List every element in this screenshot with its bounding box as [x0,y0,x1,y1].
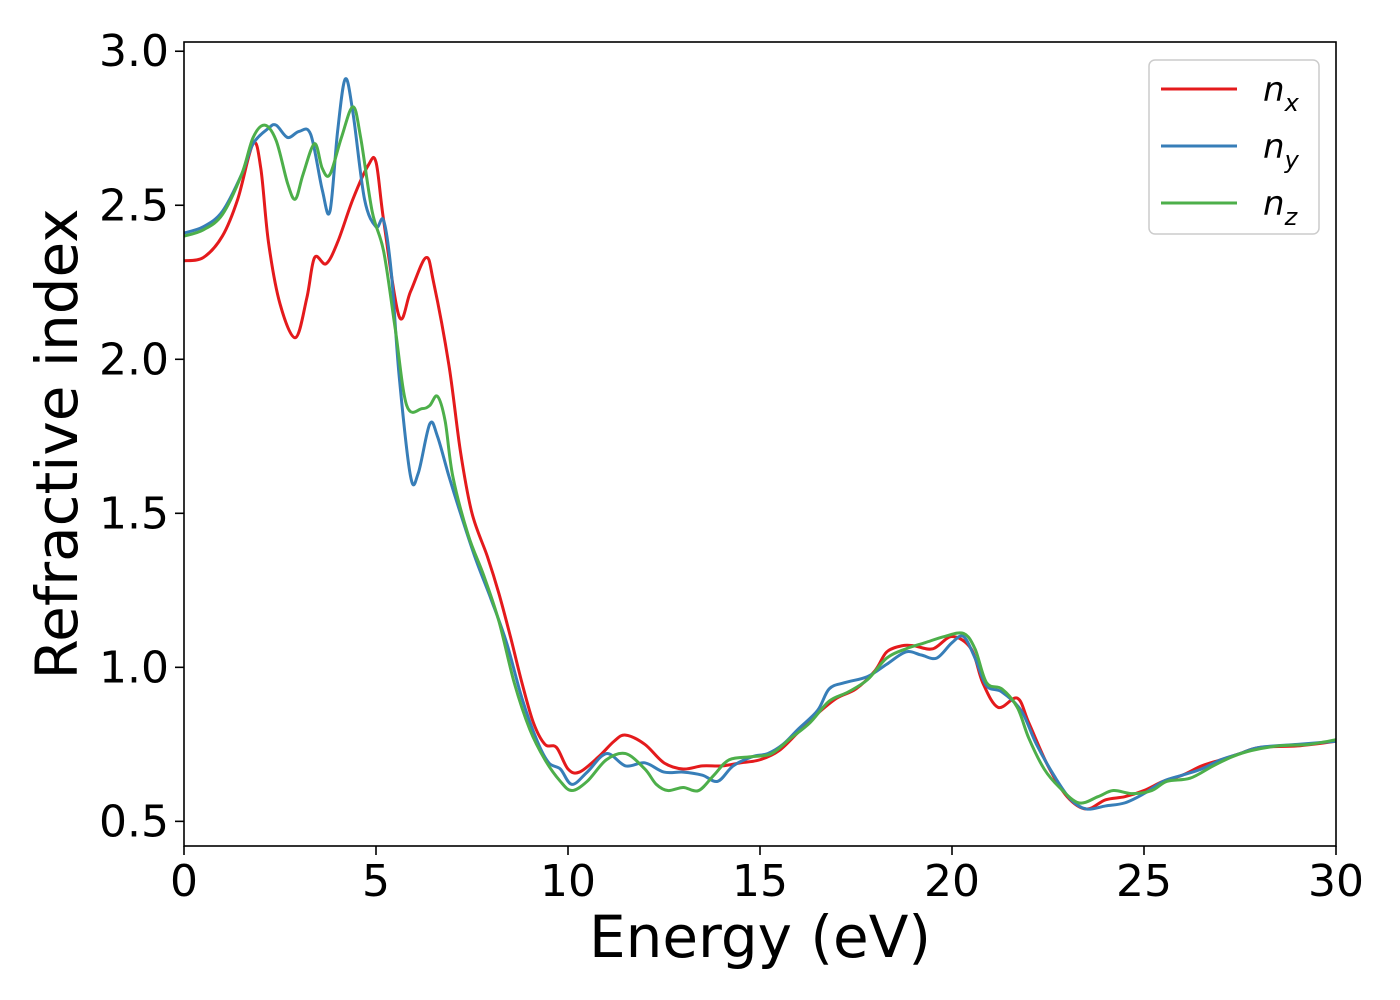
y-tick-label: 2.0 [99,334,169,385]
x-tick-label: 30 [1308,856,1364,907]
y-tick-label: 2.5 [99,180,169,231]
y-tick-label: 3.0 [99,26,169,77]
y-axis-label: Refractive index [23,208,91,679]
series-layer [183,77,1337,811]
x-tick-label: 10 [540,856,596,907]
x-axis-label: Energy (eV) [589,903,931,971]
y-axis-ticks: 0.5 1.0 1.5 2.0 2.5 3.0 [99,26,184,847]
x-tick-label: 20 [924,856,980,907]
y-tick-label: 0.5 [99,796,169,847]
x-tick-label: 5 [362,856,390,907]
x-tick-label: 15 [732,856,788,907]
x-axis-ticks: 0 5 10 15 20 25 30 [170,846,1364,907]
y-tick-label: 1.0 [99,642,169,693]
x-tick-label: 0 [170,856,198,907]
series-line-ny [183,77,1337,811]
series-line-nz [183,105,1337,805]
x-tick-label: 25 [1116,856,1172,907]
y-tick-label: 1.5 [99,488,169,539]
